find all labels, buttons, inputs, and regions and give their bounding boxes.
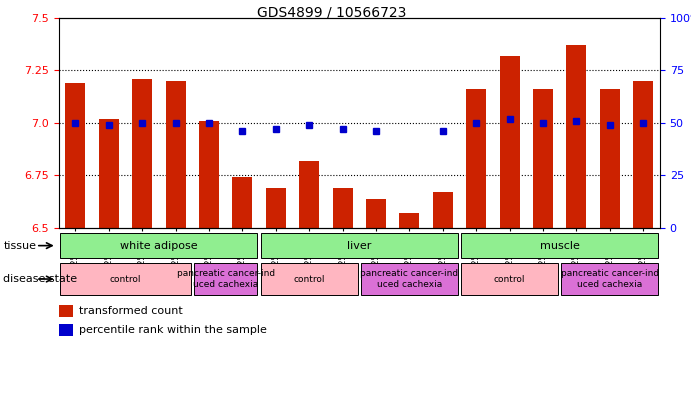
Bar <box>132 79 152 228</box>
Bar <box>166 81 186 228</box>
Bar <box>366 198 386 228</box>
Bar <box>59 305 73 317</box>
Bar <box>232 178 252 228</box>
Bar <box>633 81 653 228</box>
Bar <box>261 233 458 258</box>
Text: pancreatic cancer-ind
uced cachexia: pancreatic cancer-ind uced cachexia <box>177 269 275 289</box>
Bar <box>60 233 258 258</box>
Bar <box>60 263 191 295</box>
Bar <box>299 161 319 228</box>
Text: muscle: muscle <box>540 241 580 251</box>
Bar <box>261 263 358 295</box>
Bar <box>533 89 553 228</box>
Text: pancreatic cancer-ind
uced cachexia: pancreatic cancer-ind uced cachexia <box>560 269 659 289</box>
Bar <box>561 263 659 295</box>
Bar <box>399 213 419 228</box>
Bar <box>500 55 520 228</box>
Bar <box>66 83 86 228</box>
Bar <box>59 324 73 336</box>
Text: tissue: tissue <box>3 241 37 251</box>
Bar <box>99 119 119 228</box>
Bar <box>266 188 286 228</box>
Bar <box>600 89 620 228</box>
Bar <box>194 263 258 295</box>
Bar <box>433 192 453 228</box>
Bar <box>332 188 352 228</box>
Text: control: control <box>294 275 325 283</box>
Text: pancreatic cancer-ind
uced cachexia: pancreatic cancer-ind uced cachexia <box>360 269 459 289</box>
Bar <box>461 233 659 258</box>
Text: disease state: disease state <box>3 274 77 284</box>
Bar <box>461 263 558 295</box>
Bar <box>466 89 486 228</box>
Text: liver: liver <box>347 241 372 251</box>
Text: GDS4899 / 10566723: GDS4899 / 10566723 <box>257 6 406 20</box>
Text: control: control <box>494 275 525 283</box>
Bar <box>199 121 219 228</box>
Bar <box>361 263 458 295</box>
Bar <box>567 45 587 228</box>
Text: control: control <box>110 275 141 283</box>
Text: white adipose: white adipose <box>120 241 198 251</box>
Text: transformed count: transformed count <box>79 306 183 316</box>
Text: percentile rank within the sample: percentile rank within the sample <box>79 325 267 335</box>
